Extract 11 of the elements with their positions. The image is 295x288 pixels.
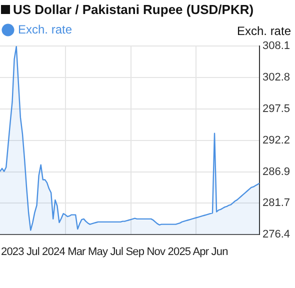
y-tick-label: 281.7 [262, 196, 290, 209]
y-tick-label: 286.9 [262, 166, 290, 178]
y-axis-title: Exch. rate [236, 24, 291, 38]
legend-label: Exch. rate [18, 22, 72, 36]
y-tick-label: 302.8 [262, 72, 290, 84]
text: 2023 Jul 2024 Mar May Jul Sep Nov 2025 Apr Jun [1, 246, 228, 258]
y-tick-label: 308.1 [262, 40, 290, 52]
y-tick-label: 276.4 [262, 228, 290, 240]
y-tick-label: 292.2 [262, 134, 290, 147]
y-tick-label: 297.5 [262, 103, 290, 116]
chart-title: US Dollar / Pakistani Rupee (USD/PKR) [13, 2, 254, 17]
